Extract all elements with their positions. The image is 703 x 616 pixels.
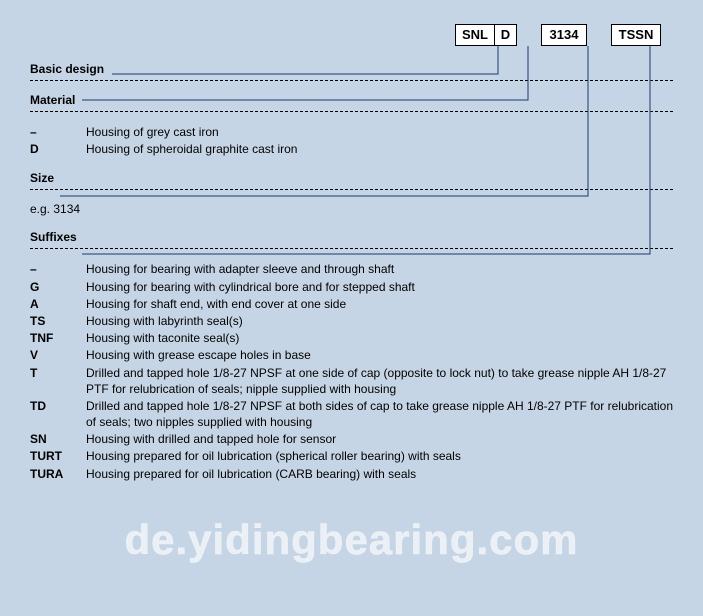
designation-code-row: SNL D 3134 TSSN (455, 24, 661, 46)
definition-code: TNF (30, 330, 86, 346)
definition-desc: Housing with drilled and tapped hole for… (86, 431, 673, 447)
definition-row: TSHousing with labyrinth seal(s) (30, 313, 673, 329)
definition-desc: Housing with labyrinth seal(s) (86, 313, 673, 329)
code-box-snl: SNL (455, 24, 495, 46)
definition-row: TDDrilled and tapped hole 1/8-27 NPSF at… (30, 398, 673, 430)
rule-basic-design (30, 80, 673, 81)
definition-desc: Housing for shaft end, with end cover at… (86, 296, 673, 312)
rule-suffixes (30, 248, 673, 249)
definition-code: T (30, 365, 86, 397)
definition-row: SNHousing with drilled and tapped hole f… (30, 431, 673, 447)
label-size: Size (30, 171, 673, 185)
definition-desc: Housing for bearing with adapter sleeve … (86, 261, 673, 277)
size-example: e.g. 3134 (30, 202, 673, 216)
definition-code: TD (30, 398, 86, 430)
definition-desc: Housing of grey cast iron (86, 124, 673, 140)
definition-code: V (30, 347, 86, 363)
definition-row: TDrilled and tapped hole 1/8-27 NPSF at … (30, 365, 673, 397)
suffix-definition-list: –Housing for bearing with adapter sleeve… (30, 261, 673, 481)
definition-desc: Housing of spheroidal graphite cast iron (86, 141, 673, 157)
definition-code: SN (30, 431, 86, 447)
label-suffixes: Suffixes (30, 230, 673, 244)
definition-code: TURA (30, 466, 86, 482)
designation-page: SNL D 3134 TSSN Basic design Material –H… (0, 0, 703, 616)
code-box-material: D (495, 24, 517, 46)
definition-row: AHousing for shaft end, with end cover a… (30, 296, 673, 312)
definition-desc: Housing prepared for oil lubrication (CA… (86, 466, 673, 482)
definition-code: G (30, 279, 86, 295)
material-definition-list: –Housing of grey cast ironDHousing of sp… (30, 124, 673, 157)
definition-row: TURTHousing prepared for oil lubrication… (30, 448, 673, 464)
definition-code: – (30, 124, 86, 140)
definition-code: TURT (30, 448, 86, 464)
code-box-size: 3134 (541, 24, 587, 46)
definition-code: – (30, 261, 86, 277)
definition-code: TS (30, 313, 86, 329)
definition-desc: Housing with taconite seal(s) (86, 330, 673, 346)
rule-material (30, 111, 673, 112)
watermark-text: de.yidingbearing.com (0, 516, 703, 564)
definition-row: TNFHousing with taconite seal(s) (30, 330, 673, 346)
definition-row: DHousing of spheroidal graphite cast iro… (30, 141, 673, 157)
definition-desc: Housing with grease escape holes in base (86, 347, 673, 363)
definition-desc: Housing prepared for oil lubrication (sp… (86, 448, 673, 464)
definition-desc: Housing for bearing with cylindrical bor… (86, 279, 673, 295)
definition-code: A (30, 296, 86, 312)
definition-desc: Drilled and tapped hole 1/8-27 NPSF at o… (86, 365, 673, 397)
definition-code: D (30, 141, 86, 157)
definition-row: –Housing of grey cast iron (30, 124, 673, 140)
label-material: Material (30, 93, 673, 107)
definition-row: –Housing for bearing with adapter sleeve… (30, 261, 673, 277)
definition-row: VHousing with grease escape holes in bas… (30, 347, 673, 363)
rule-size (30, 189, 673, 190)
definition-desc: Drilled and tapped hole 1/8-27 NPSF at b… (86, 398, 673, 430)
definition-row: GHousing for bearing with cylindrical bo… (30, 279, 673, 295)
code-box-suffix: TSSN (611, 24, 661, 46)
label-basic-design: Basic design (30, 62, 673, 76)
definition-row: TURAHousing prepared for oil lubrication… (30, 466, 673, 482)
